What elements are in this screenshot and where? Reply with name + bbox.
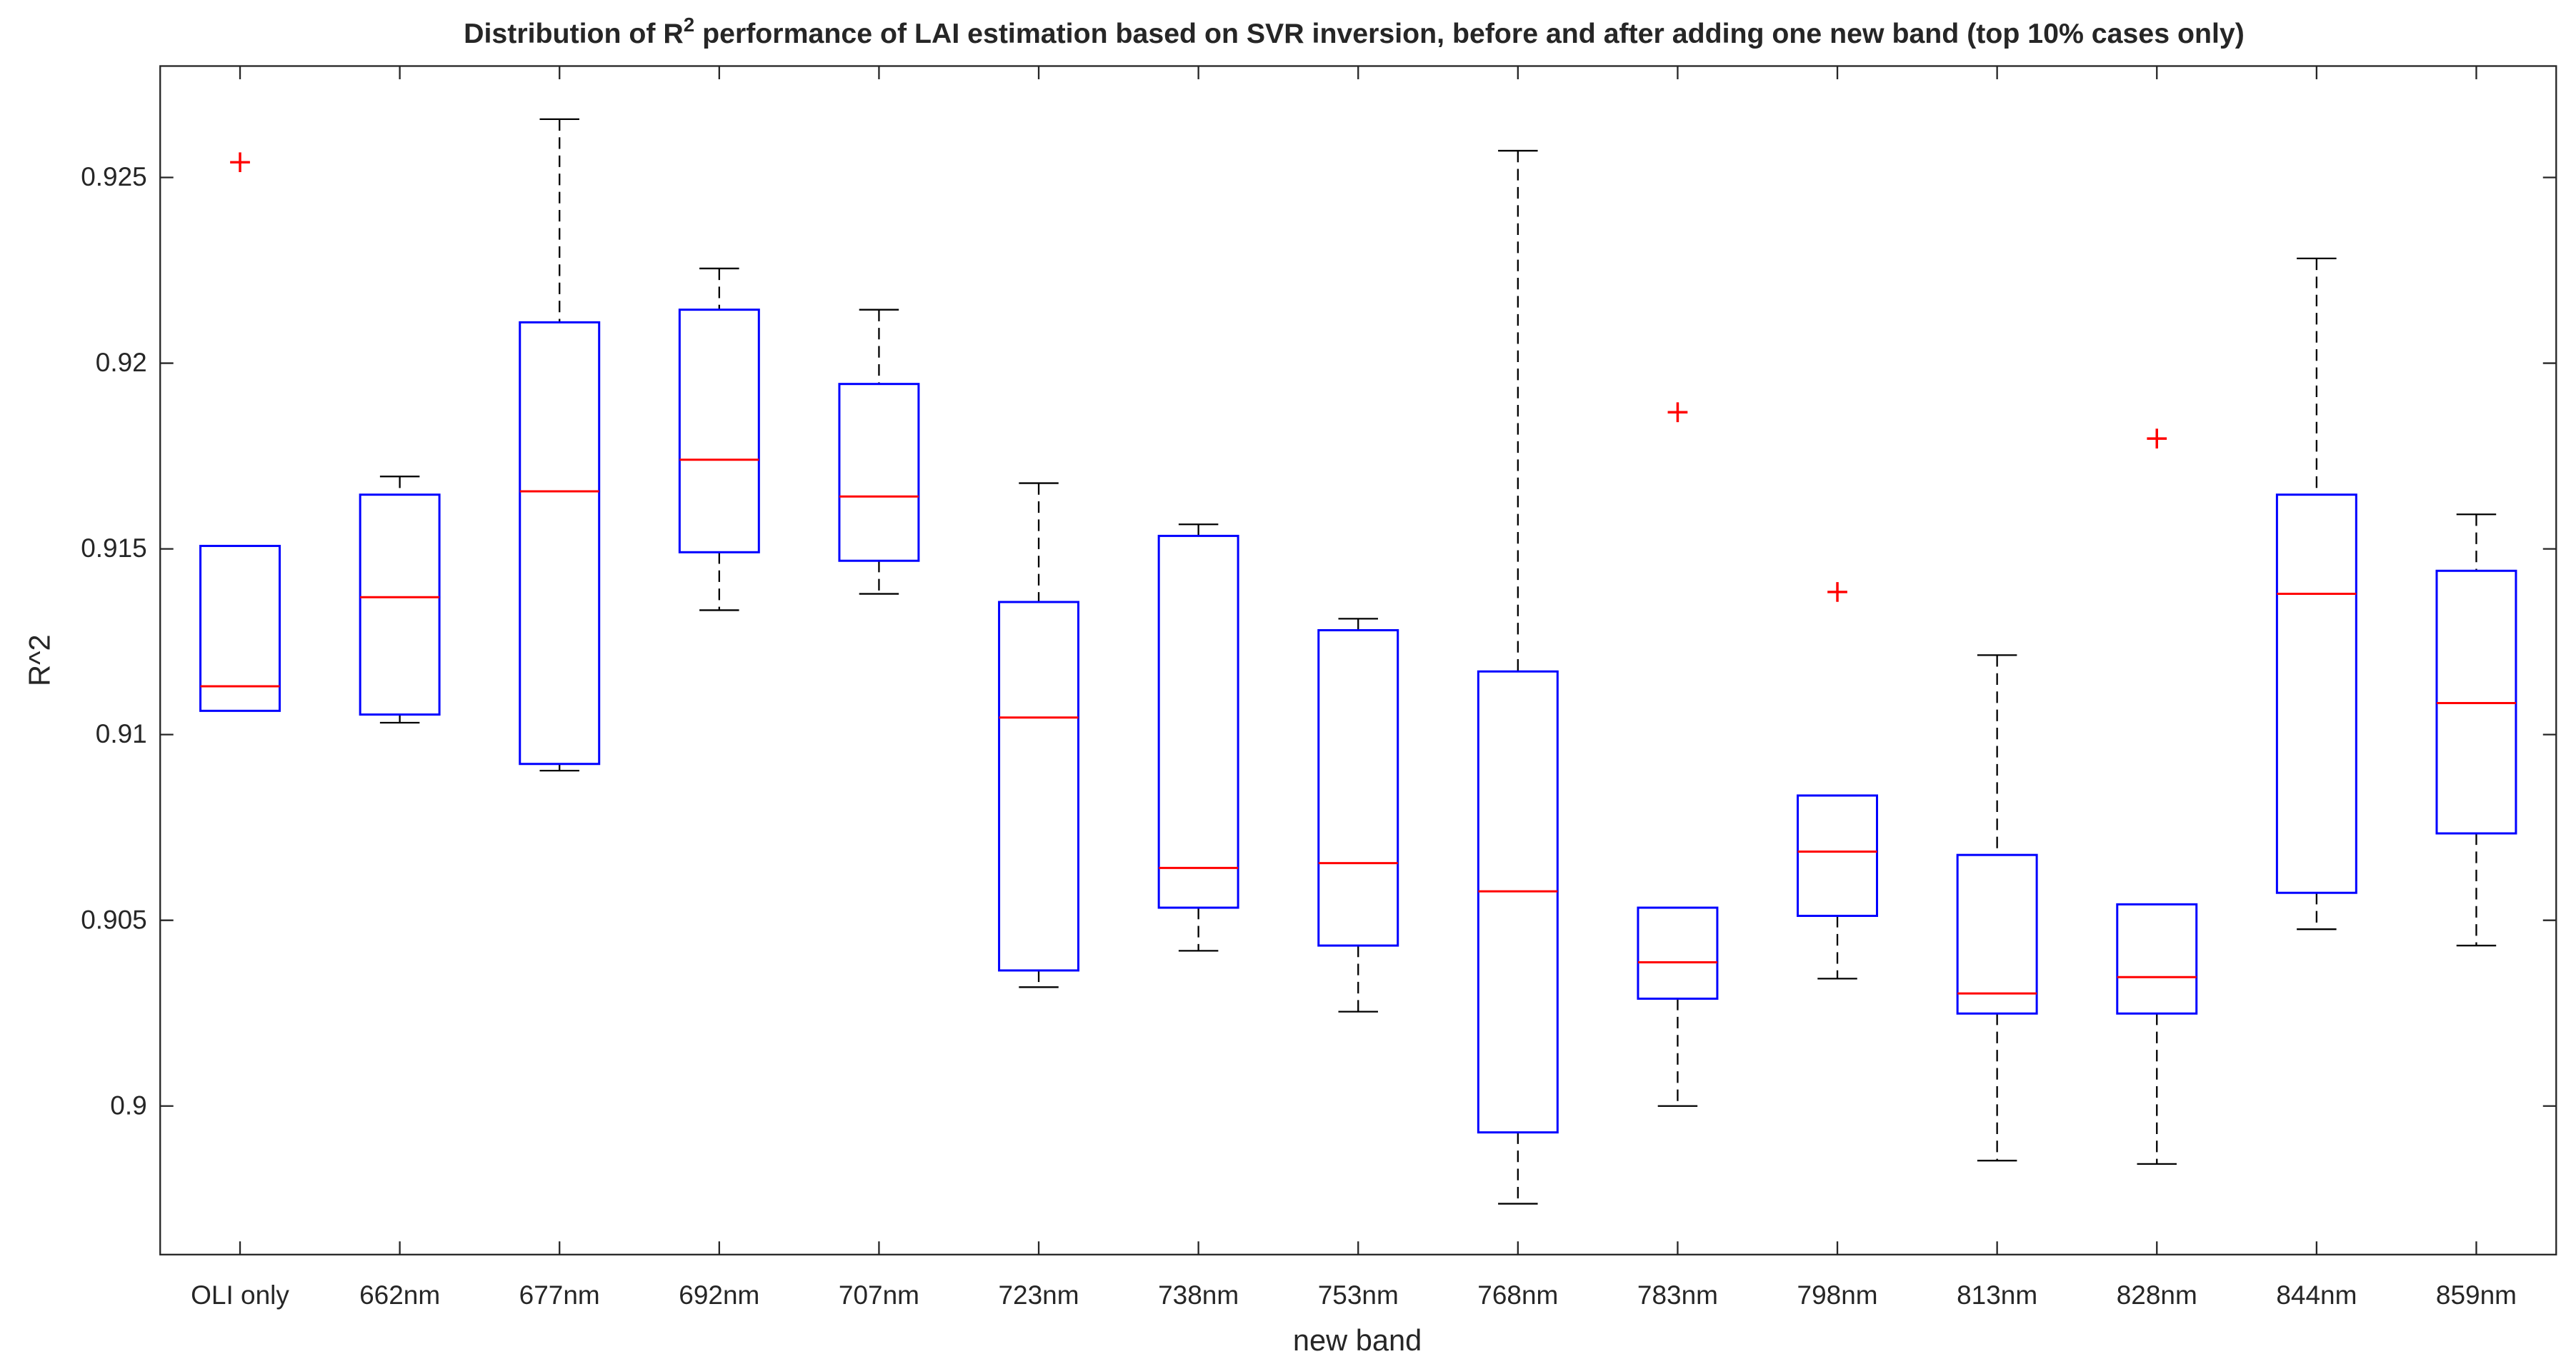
box xyxy=(2275,493,2357,894)
y-tick-label: 0.9 xyxy=(110,1090,146,1120)
box xyxy=(1797,794,1879,917)
x-tick-label: 828nm xyxy=(2117,1280,2197,1310)
outlier xyxy=(1667,402,1688,423)
box xyxy=(1157,534,1239,909)
x-tick-label: 859nm xyxy=(2436,1280,2517,1310)
box xyxy=(1956,853,2038,1015)
x-tick-label: 662nm xyxy=(359,1280,440,1310)
box xyxy=(199,544,281,712)
y-axis-label: R^2 xyxy=(22,634,56,686)
x-axis-label: new band xyxy=(1293,1323,1422,1357)
outlier xyxy=(230,152,250,173)
box xyxy=(678,309,760,553)
box xyxy=(519,321,601,766)
title-text: performance of LAI estimation based on S… xyxy=(694,18,2245,49)
outlier xyxy=(1827,582,1847,602)
x-tick-label: 707nm xyxy=(839,1280,919,1310)
box xyxy=(1477,670,1559,1134)
box xyxy=(838,383,920,562)
y-tick-label: 0.91 xyxy=(96,719,147,748)
y-tick-label: 0.925 xyxy=(81,162,147,191)
box xyxy=(1637,906,1719,1000)
outlier xyxy=(2147,428,2167,449)
y-tick-label: 0.905 xyxy=(81,905,147,934)
chart-title: Distribution of R2 performance of LAI es… xyxy=(464,14,2245,49)
y-tick-label: 0.92 xyxy=(96,348,147,377)
x-tick-label: 798nm xyxy=(1797,1280,1878,1310)
box xyxy=(2116,903,2198,1015)
x-tick-label: 844nm xyxy=(2276,1280,2357,1310)
box xyxy=(359,493,441,716)
x-tick-label: 738nm xyxy=(1158,1280,1239,1310)
x-tick-label: 692nm xyxy=(679,1280,759,1310)
title-text: Distribution of R xyxy=(464,18,684,49)
x-tick-label: OLI only xyxy=(191,1280,289,1310)
title-superscript: 2 xyxy=(684,14,694,36)
y-tick-label: 0.915 xyxy=(81,533,147,563)
x-tick-label: 813nm xyxy=(1957,1280,2037,1310)
box xyxy=(1317,629,1399,947)
x-tick-label: 677nm xyxy=(519,1280,600,1310)
x-tick-label: 723nm xyxy=(999,1280,1079,1310)
box xyxy=(998,601,1080,972)
x-tick-label: 768nm xyxy=(1477,1280,1558,1310)
x-tick-label: 783nm xyxy=(1637,1280,1718,1310)
x-tick-label: 753nm xyxy=(1318,1280,1399,1310)
